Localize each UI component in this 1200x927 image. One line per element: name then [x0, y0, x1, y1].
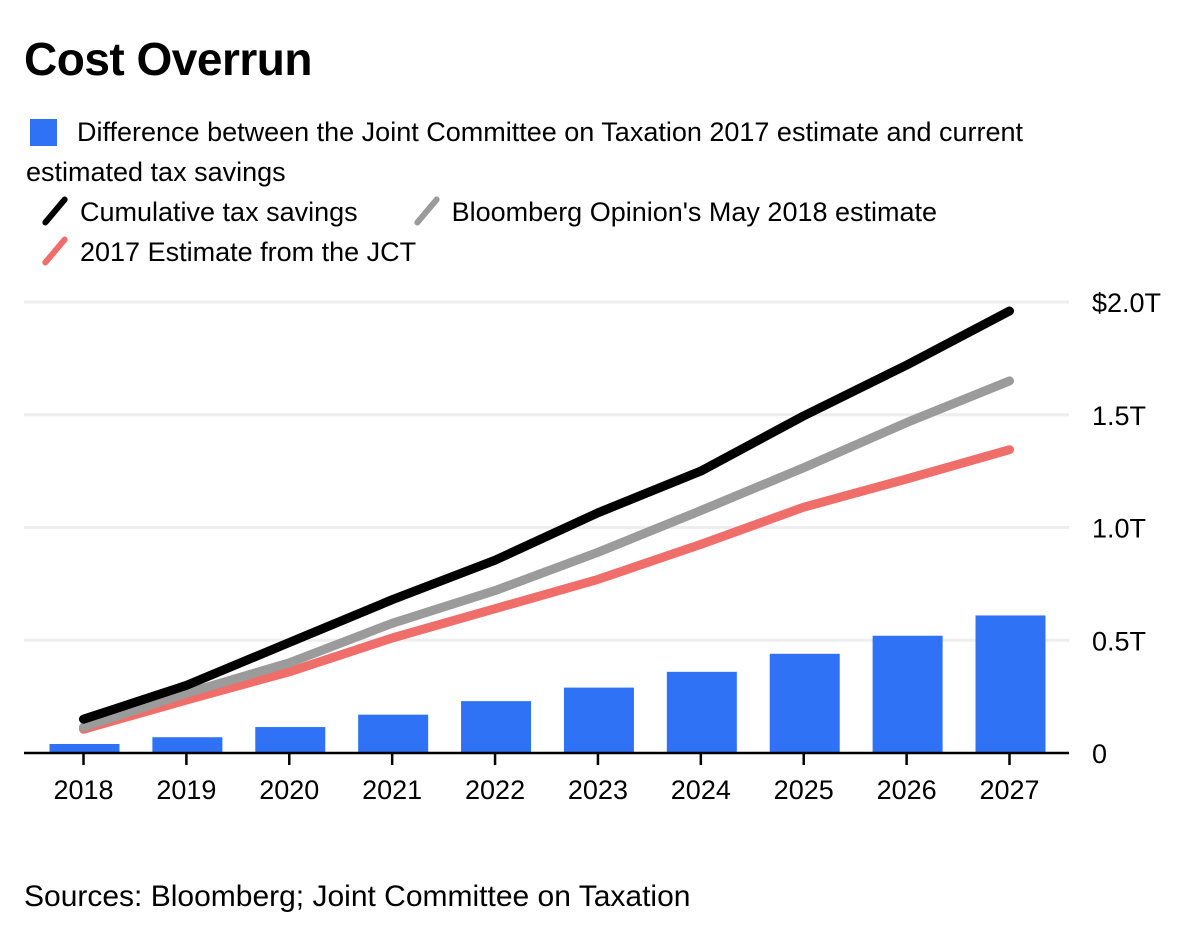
y-tick-label: 1.0T — [1092, 514, 1146, 544]
bar — [461, 701, 532, 753]
bar — [49, 743, 120, 753]
legend-swatch-bloomberg-icon — [412, 195, 444, 229]
legend-row-lines: Cumulative tax savings Bloomberg Opinion… — [26, 192, 1176, 232]
bar — [872, 635, 943, 753]
chart-title: Cost Overrun — [24, 33, 312, 85]
series-line — [79, 376, 1014, 732]
x-tick-label: 2020 — [259, 775, 319, 805]
bar — [152, 737, 223, 753]
x-tick-label: 2024 — [671, 775, 731, 805]
bars — [49, 615, 1046, 753]
legend-row-jct: 2017 Estimate from the JCT — [26, 232, 1176, 272]
legend-swatch-bar-icon — [30, 118, 57, 146]
bar — [769, 653, 840, 753]
y-tick-label: 1.5T — [1092, 401, 1146, 431]
legend-item-cumulative: Cumulative tax savings — [26, 192, 358, 232]
bar — [255, 727, 326, 753]
y-tick-label: 0.5T — [1092, 626, 1146, 656]
legend-label-difference: Difference between the Joint Committee o… — [77, 117, 1024, 147]
legend-item-difference: Difference between the Joint Committee o… — [26, 112, 1176, 152]
bar — [358, 714, 429, 753]
x-tick-label: 2019 — [156, 775, 216, 805]
legend-label-difference-line2: estimated tax savings — [26, 157, 286, 187]
x-tick-label: 2026 — [877, 775, 937, 805]
y-axis-labels: 0 0.5T 1.0T 1.5T $2.0T — [1092, 288, 1161, 769]
y-tick-label: $2.0T — [1092, 288, 1161, 318]
legend-label-jct: 2017 Estimate from the JCT — [80, 237, 417, 267]
x-tick-label: 2025 — [774, 775, 834, 805]
y-tick-label: 0 — [1092, 739, 1107, 769]
legend: Difference between the Joint Committee o… — [26, 112, 1176, 272]
x-tick-label: 2023 — [568, 775, 628, 805]
series-line — [79, 445, 1014, 734]
legend-swatch-cumulative-icon — [40, 195, 72, 229]
legend-item-bloomberg: Bloomberg Opinion's May 2018 estimate — [398, 192, 937, 232]
bar — [563, 687, 634, 753]
bar — [975, 615, 1046, 753]
legend-swatch-jct-icon — [40, 235, 72, 269]
x-axis — [24, 751, 1069, 765]
legend-item-jct: 2017 Estimate from the JCT — [26, 232, 416, 272]
x-axis-labels: 2018 2019 2020 2021 2022 2023 2024 2025 2026 2027 — [53, 775, 1039, 805]
legend-label-cumulative: Cumulative tax savings — [80, 197, 358, 227]
x-tick-label: 2021 — [362, 775, 422, 805]
x-tick-label: 2027 — [979, 775, 1039, 805]
legend-label-difference-wrap: estimated tax savings — [26, 152, 1176, 192]
series-line — [79, 306, 1014, 724]
chart-plot: 00.5T1.0T1.5T$2.0T 2018 2019 2020 2021 2022 2… — [24, 288, 1161, 805]
lines — [79, 306, 1014, 734]
x-tick-label: 2018 — [53, 775, 113, 805]
bar — [666, 671, 737, 753]
source-note: Sources: Bloomberg; Joint Committee on T… — [24, 880, 691, 913]
x-tick-label: 2022 — [465, 775, 525, 805]
legend-label-bloomberg: Bloomberg Opinion's May 2018 estimate — [451, 197, 938, 227]
